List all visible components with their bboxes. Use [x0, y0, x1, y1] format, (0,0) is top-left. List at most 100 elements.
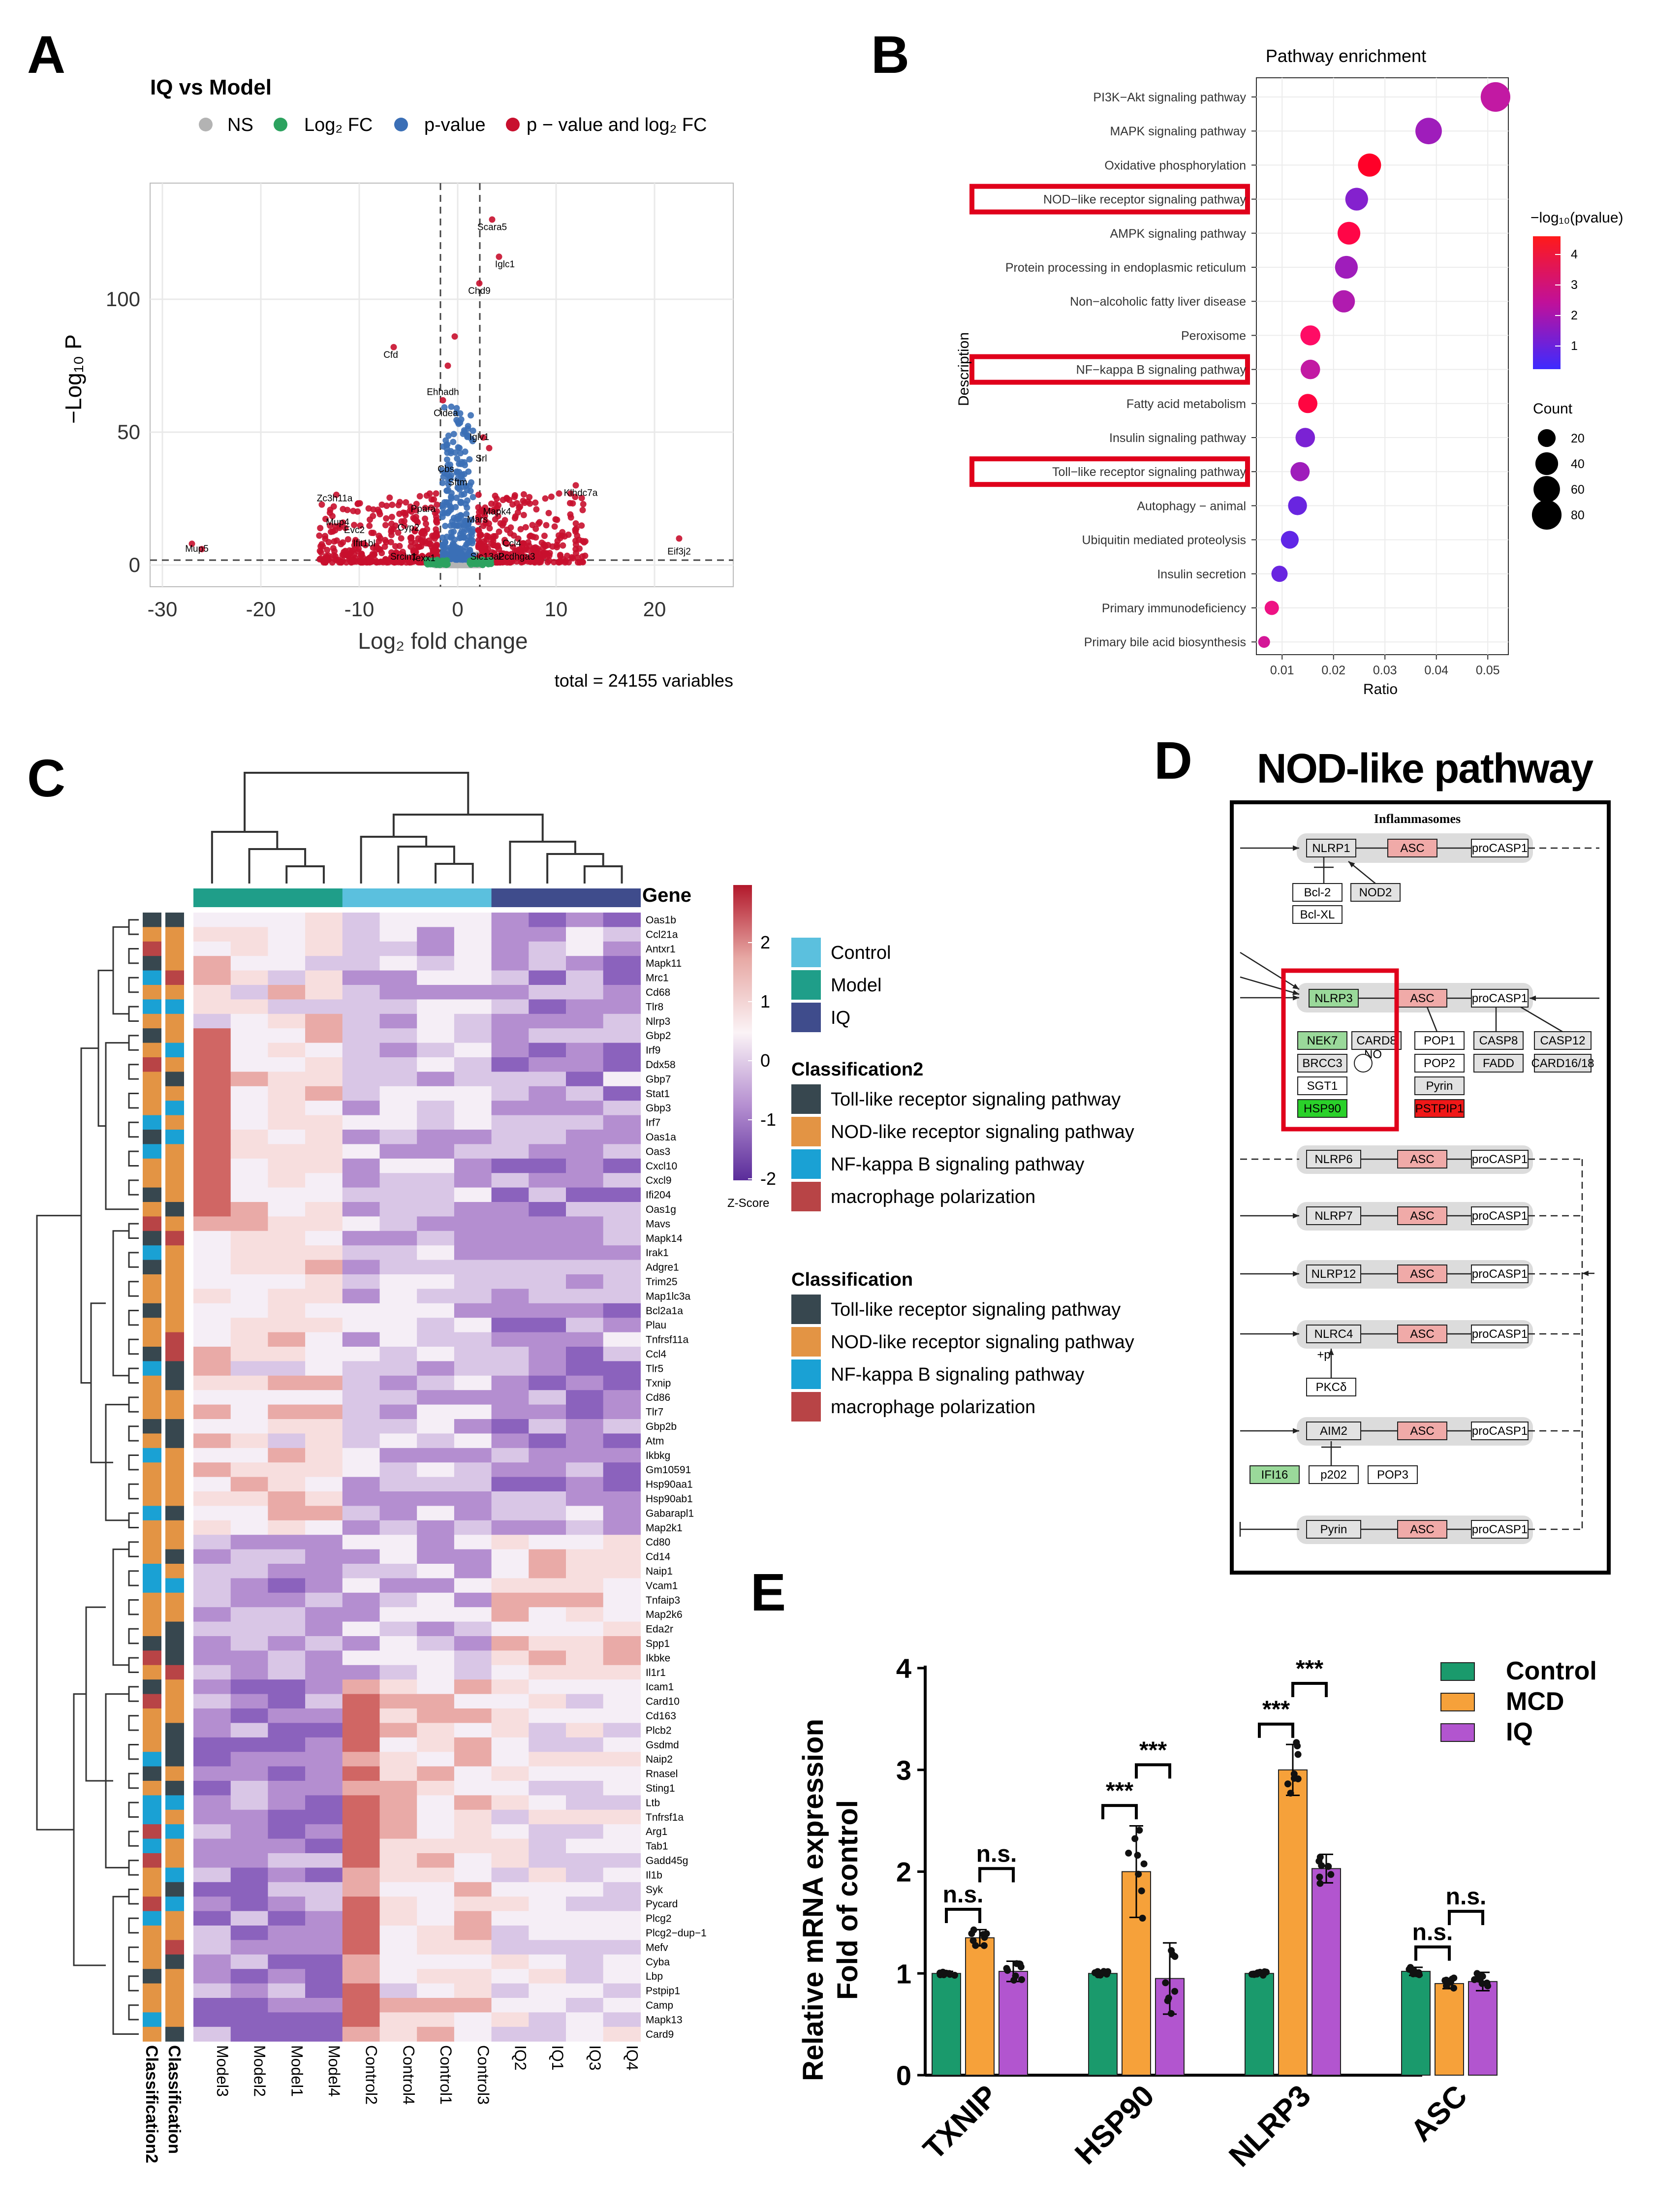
heatmap-cell: [230, 927, 268, 942]
bar-y-tick-label: 2: [896, 1857, 911, 1888]
heatmap-cell: [566, 1028, 604, 1043]
heatmap-cell: [268, 1347, 306, 1361]
bar: [932, 1973, 961, 2076]
enrichment-dot: [1300, 325, 1320, 346]
heatmap-gene-label: Ccl4: [646, 1349, 666, 1360]
heatmap-cell: [342, 1274, 380, 1289]
heatmap-cell: [491, 1072, 529, 1087]
heatmap-cell: [529, 1072, 566, 1087]
enrichment-dot: [1298, 394, 1317, 413]
node-aim2-label: AIM2: [1320, 1424, 1347, 1438]
heatmap-cell: [268, 1983, 306, 1998]
heatmap-cell: [603, 1245, 641, 1261]
heatmap-cell: [566, 1303, 604, 1318]
classification2-cell: [143, 1607, 161, 1622]
heatmap-cell: [417, 1650, 455, 1666]
heatmap-cell: [342, 1303, 380, 1318]
heatmap-cell: [342, 1375, 380, 1390]
heatmap-cell: [603, 1332, 641, 1347]
volcano-legend: NS Log₂ FC p-value p − value and log₂ FC: [199, 115, 707, 135]
heatmap-cell: [342, 1202, 380, 1217]
colorbar-title: −log₁₀(pvalue): [1530, 210, 1624, 226]
heatmap-cell: [566, 1086, 604, 1101]
group-legend-swatch: [791, 938, 821, 967]
panel-label-b: B: [871, 25, 909, 84]
heatmap-cell: [342, 1781, 380, 1796]
heatmap-cell: [566, 1347, 604, 1361]
significance-label: ***: [1139, 1737, 1167, 1763]
heatmap-cell: [305, 1303, 343, 1318]
heatmap-cell: [417, 1187, 455, 1202]
heatmap-gene-label: Irf7: [646, 1117, 660, 1129]
heatmap-cell: [566, 1911, 604, 1926]
heatmap-cell: [566, 1144, 604, 1159]
heatmap-cell: [491, 1433, 529, 1449]
heatmap-cell: [566, 1404, 604, 1420]
heatmap-cell: [529, 1101, 566, 1116]
volcano-point: [338, 541, 344, 547]
heatmap-cell: [491, 1621, 529, 1637]
heatmap-cell: [230, 2012, 268, 2027]
volcano-point: [449, 553, 456, 560]
heatmap-gene-label: Tab1: [646, 1841, 668, 1852]
heatmap-cell: [342, 1506, 380, 1521]
x-tick: 20: [643, 598, 666, 621]
heatmap-cell: [491, 1867, 529, 1883]
volcano-point: [515, 535, 522, 542]
volcano-point: [464, 504, 470, 511]
heatmap-cell: [193, 1404, 231, 1420]
volcano-points: [188, 216, 683, 569]
volcano-point: [350, 507, 357, 514]
volcano-point: [368, 530, 375, 536]
heatmap-cell: [268, 1433, 306, 1449]
node-casp8-label: CASP8: [1479, 1034, 1518, 1047]
heatmap-cell: [491, 1506, 529, 1521]
heatmap-cell: [379, 1867, 417, 1883]
heatmap-cell: [454, 1679, 492, 1695]
volcano-point: [455, 444, 462, 451]
heatmap-cell: [491, 1086, 529, 1101]
heatmap-cell: [379, 1347, 417, 1361]
heatmap-cell: [305, 1926, 343, 1940]
heatmap-cell: [417, 1477, 455, 1492]
node-casp8: CASP8: [1473, 1031, 1524, 1050]
node-fadd-label: FADD: [1483, 1057, 1514, 1070]
heatmap-cell: [454, 1462, 492, 1478]
heatmap-cell: [491, 2026, 529, 2042]
heatmap-cell: [230, 1245, 268, 1261]
heatmap-cell: [342, 1347, 380, 1361]
heatmap-cell: [193, 1954, 231, 1969]
classification-columns: [143, 913, 184, 2042]
heatmap-cell: [193, 1115, 231, 1130]
heatmap-cell: [268, 1231, 306, 1246]
heatmap-cell: [230, 1607, 268, 1622]
enrichment-dot: [1345, 188, 1368, 211]
heatmap-cell: [454, 1506, 492, 1521]
heatmap-cell: [417, 1086, 455, 1101]
classification-cell: [165, 1636, 184, 1651]
enrichment-term: Toll−like receptor signaling pathway: [1052, 465, 1246, 479]
heatmap-cell: [193, 1289, 231, 1304]
volcano-point: [331, 538, 338, 545]
classification-cell: [165, 913, 184, 927]
heatmap-cell: [230, 1072, 268, 1087]
heatmap-cell: [342, 1882, 380, 1897]
heatmap-cell: [454, 1665, 492, 1680]
bar-legend-swatch: [1440, 1662, 1475, 1681]
classification2-cell: [143, 1318, 161, 1333]
heatmap-cell: [305, 1433, 343, 1449]
volcano-point: [556, 490, 562, 497]
classification-cell: [165, 1361, 184, 1376]
classification2-cell: [143, 1144, 161, 1159]
node-asc-label: ASC: [1400, 842, 1424, 855]
heatmap-gene-label: Hsp90aa1: [646, 1479, 693, 1490]
heatmap-cell: [342, 1650, 380, 1666]
volcano-point: [476, 280, 483, 287]
heatmap-cell: [491, 1752, 529, 1767]
volcano-point: [520, 540, 527, 547]
volcano-point: [413, 517, 420, 524]
heatmap-cell: [230, 1158, 268, 1173]
dendrogram-branch: [128, 1889, 139, 1905]
heatmap-gene-label: Cd68: [646, 987, 670, 998]
heatmap-cell: [379, 1549, 417, 1564]
